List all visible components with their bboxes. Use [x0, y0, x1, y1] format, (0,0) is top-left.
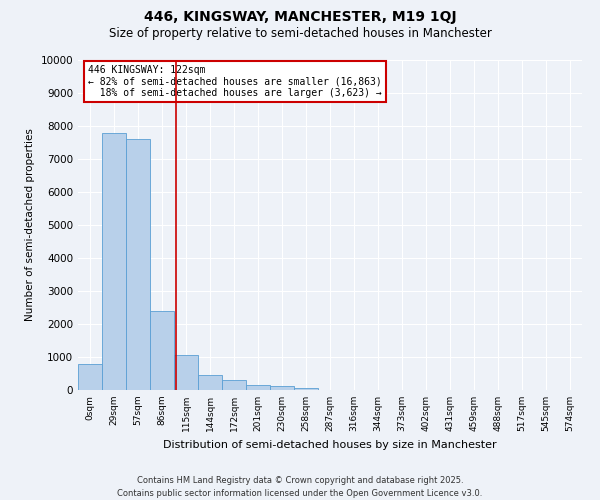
- Bar: [102, 132, 126, 390]
- Text: 446 KINGSWAY: 122sqm
← 82% of semi-detached houses are smaller (16,863)
  18% of: 446 KINGSWAY: 122sqm ← 82% of semi-detac…: [88, 65, 382, 98]
- Bar: [294, 388, 318, 390]
- Bar: [150, 311, 174, 390]
- Bar: [126, 139, 150, 390]
- Bar: [270, 386, 294, 390]
- Text: Contains HM Land Registry data © Crown copyright and database right 2025.
Contai: Contains HM Land Registry data © Crown c…: [118, 476, 482, 498]
- Bar: [198, 375, 222, 390]
- Text: 446, KINGSWAY, MANCHESTER, M19 1QJ: 446, KINGSWAY, MANCHESTER, M19 1QJ: [143, 10, 457, 24]
- Y-axis label: Number of semi-detached properties: Number of semi-detached properties: [25, 128, 35, 322]
- Text: Size of property relative to semi-detached houses in Manchester: Size of property relative to semi-detach…: [109, 28, 491, 40]
- Bar: [246, 384, 270, 390]
- Bar: [222, 380, 246, 390]
- Bar: [78, 364, 102, 390]
- X-axis label: Distribution of semi-detached houses by size in Manchester: Distribution of semi-detached houses by …: [163, 440, 497, 450]
- Bar: [174, 356, 198, 390]
